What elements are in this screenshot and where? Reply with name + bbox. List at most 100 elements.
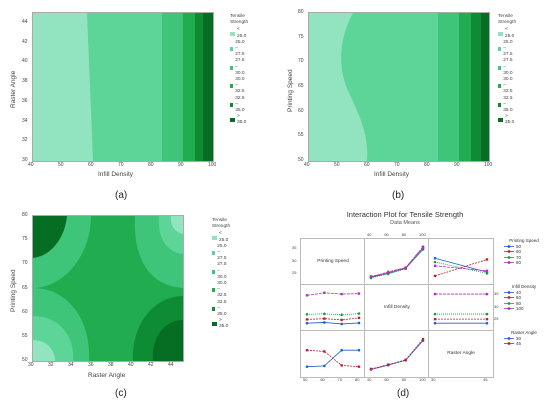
interaction-legend-title: Raster Angle	[511, 330, 537, 335]
interaction-legend-item: 80	[504, 301, 544, 307]
x-axis-label-c: Raster Angle	[88, 372, 126, 379]
series-point	[433, 292, 437, 296]
interaction-subtitle: Data Means	[390, 220, 420, 226]
x-tick-label: 100	[208, 162, 217, 168]
series-point	[433, 256, 437, 260]
interaction-cell	[428, 284, 494, 332]
y-tick-label: 75	[298, 33, 304, 40]
series-point	[485, 269, 489, 273]
series-point	[305, 313, 309, 316]
legend-item: 25.0 – 27.5	[498, 40, 516, 59]
interaction-legend-label: 50	[516, 243, 522, 249]
legend-label: > 35.0	[236, 114, 247, 126]
x-tick-label: 60	[384, 232, 389, 237]
x-tick-label: 30	[431, 377, 436, 382]
x-tick-label: 100	[419, 377, 426, 382]
series-line	[306, 313, 360, 316]
series-line	[370, 340, 424, 370]
interaction-cell: Printing Speed	[300, 238, 366, 286]
series-line	[370, 249, 424, 278]
interaction-legend: Raster Angle 30 45	[504, 330, 544, 347]
contour-svg-b	[309, 13, 489, 161]
x-tick-label: 80	[401, 232, 407, 237]
series-point	[485, 317, 489, 321]
y-tick-label: 42	[22, 38, 28, 45]
y-tick-label: 80	[22, 212, 28, 218]
interaction-legend: Infill Density 40 60 80 100	[504, 284, 544, 312]
x-tick-label: 30	[28, 362, 34, 368]
series-line	[434, 257, 488, 273]
series-point	[340, 348, 343, 352]
series-point	[357, 348, 361, 352]
series-point	[433, 274, 437, 278]
legend-c: Tensile Strength < 25.0 25.0 – 27.5 27.5 – …	[212, 218, 230, 331]
x-tick-label: 60	[320, 377, 325, 382]
interaction-svg	[305, 348, 361, 368]
x-tick-label: 44	[168, 362, 174, 368]
x-tick-label: 90	[454, 162, 460, 168]
x-tick-label: 32	[48, 362, 54, 368]
x-tick-label: 80	[148, 162, 154, 168]
legend-label: > 35.0	[504, 114, 515, 126]
x-tick-label: 70	[394, 162, 400, 168]
series-point	[323, 364, 326, 368]
y-tick-label: 36	[22, 97, 28, 104]
interaction-svg	[369, 245, 425, 280]
legend-item: 25.0 – 27.5	[212, 244, 230, 263]
legend-label: 25.0 – 27.5	[217, 243, 227, 262]
x-tick-label: 70	[337, 377, 343, 382]
series-point	[323, 291, 326, 294]
legend-marker	[504, 336, 514, 340]
legend-label: 32.5 – 35.0	[503, 95, 513, 114]
legend-marker	[504, 301, 514, 305]
legend-marker	[504, 255, 514, 259]
contour-region-gt35	[33, 216, 67, 258]
contour-region-lt25	[33, 13, 93, 161]
series-point	[357, 321, 361, 325]
x-tick-label: 80	[401, 377, 407, 382]
legend-item: 32.5 – 35.0	[212, 300, 230, 319]
interaction-legend-label: 80	[516, 300, 522, 306]
series-point	[433, 264, 437, 267]
y-tick-label: 30	[22, 157, 28, 163]
series-line	[370, 338, 424, 370]
series-point	[323, 317, 326, 320]
y-tick-label: 30	[292, 257, 297, 263]
y-axis-label-b: Printing Speed	[287, 69, 294, 112]
series-line	[370, 247, 424, 278]
series-point	[421, 246, 425, 249]
legend-item: 32.5 – 35.0	[498, 96, 516, 115]
y-tick-label: 25	[494, 316, 499, 322]
legend-item: > 35.0	[230, 114, 248, 126]
legend-item: 30.0 – 32.5	[498, 77, 516, 96]
series-point	[369, 275, 373, 279]
contour-svg-c	[33, 216, 183, 361]
interaction-legend-item: 30	[504, 336, 544, 342]
x-tick-label: 36	[88, 362, 94, 368]
legend-swatch	[212, 306, 216, 311]
x-tick-label: 60	[384, 377, 389, 382]
series-point	[485, 292, 489, 296]
series-point	[387, 270, 390, 274]
interaction-cell	[300, 330, 366, 378]
series-point	[323, 350, 326, 353]
interaction-legend-label: 80	[516, 260, 522, 265]
y-tick-label: 60	[298, 107, 304, 114]
interaction-svg	[369, 337, 425, 371]
series-point	[305, 318, 309, 321]
series-point	[305, 349, 309, 352]
series-point	[340, 322, 343, 326]
series-point	[433, 260, 437, 264]
y-tick-label: 32	[22, 137, 28, 144]
y-tick-label: 75	[22, 236, 28, 243]
x-tick-label: 50	[334, 162, 340, 168]
contour-svg-a	[33, 13, 213, 161]
x-tick-label: 60	[88, 162, 94, 168]
legend-marker	[504, 250, 514, 254]
series-line	[306, 292, 360, 296]
factor-name-label: Infill Density	[384, 305, 410, 310]
x-tick-label: 100	[484, 162, 493, 168]
legend-label: 30.0 – 32.5	[503, 77, 513, 95]
series-point	[404, 266, 407, 269]
interaction-cell: Infill Density	[364, 284, 430, 332]
